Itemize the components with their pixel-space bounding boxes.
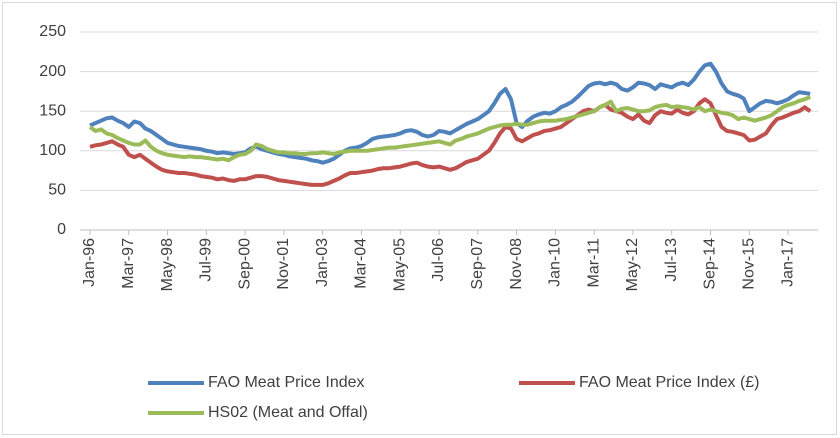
x-tick-label: Sep-00 [236,238,253,290]
line-series [89,61,811,165]
y-tick-label: 100 [39,142,66,159]
x-tick-label: May-12 [624,238,641,291]
y-tick-label: 150 [39,102,66,119]
x-tick-label: Mar-97 [120,238,137,289]
legend-label: HS02 (Meat and Offal) [208,404,368,421]
x-tick-label: Sep-07 [469,238,486,290]
y-tick-label: 250 [39,23,66,40]
x-tick-label: Nov-01 [275,238,292,290]
legend-label: FAO Meat Price Index [208,374,365,391]
x-tick-label: Mar-04 [353,238,370,289]
x-tick-label: Sep-14 [702,238,719,290]
x-tick-label: Nov-15 [740,238,757,290]
y-tick-label: 200 [39,63,66,80]
x-tick-label: Jul-99 [198,238,215,282]
line-series [88,95,811,163]
x-tick-label: Jan-96 [81,238,98,287]
x-tick-label: Mar-11 [585,238,602,288]
x-tick-label: Jan-10 [547,238,564,287]
x-tick-label: Jan-17 [779,238,796,287]
x-tick-label: Nov-08 [508,238,525,290]
y-tick-label: 0 [57,221,66,238]
y-tick-label: 50 [48,182,66,199]
x-tick-label: Jul-13 [663,238,680,282]
x-tick-label: May-05 [391,238,408,291]
legend-label: FAO Meat Price Index (£) [579,374,760,391]
x-tick-label: May-98 [159,238,176,291]
x-tick-label: Jan-03 [314,238,331,287]
x-tick-label: Jul-06 [430,238,447,282]
line-series [89,97,812,187]
